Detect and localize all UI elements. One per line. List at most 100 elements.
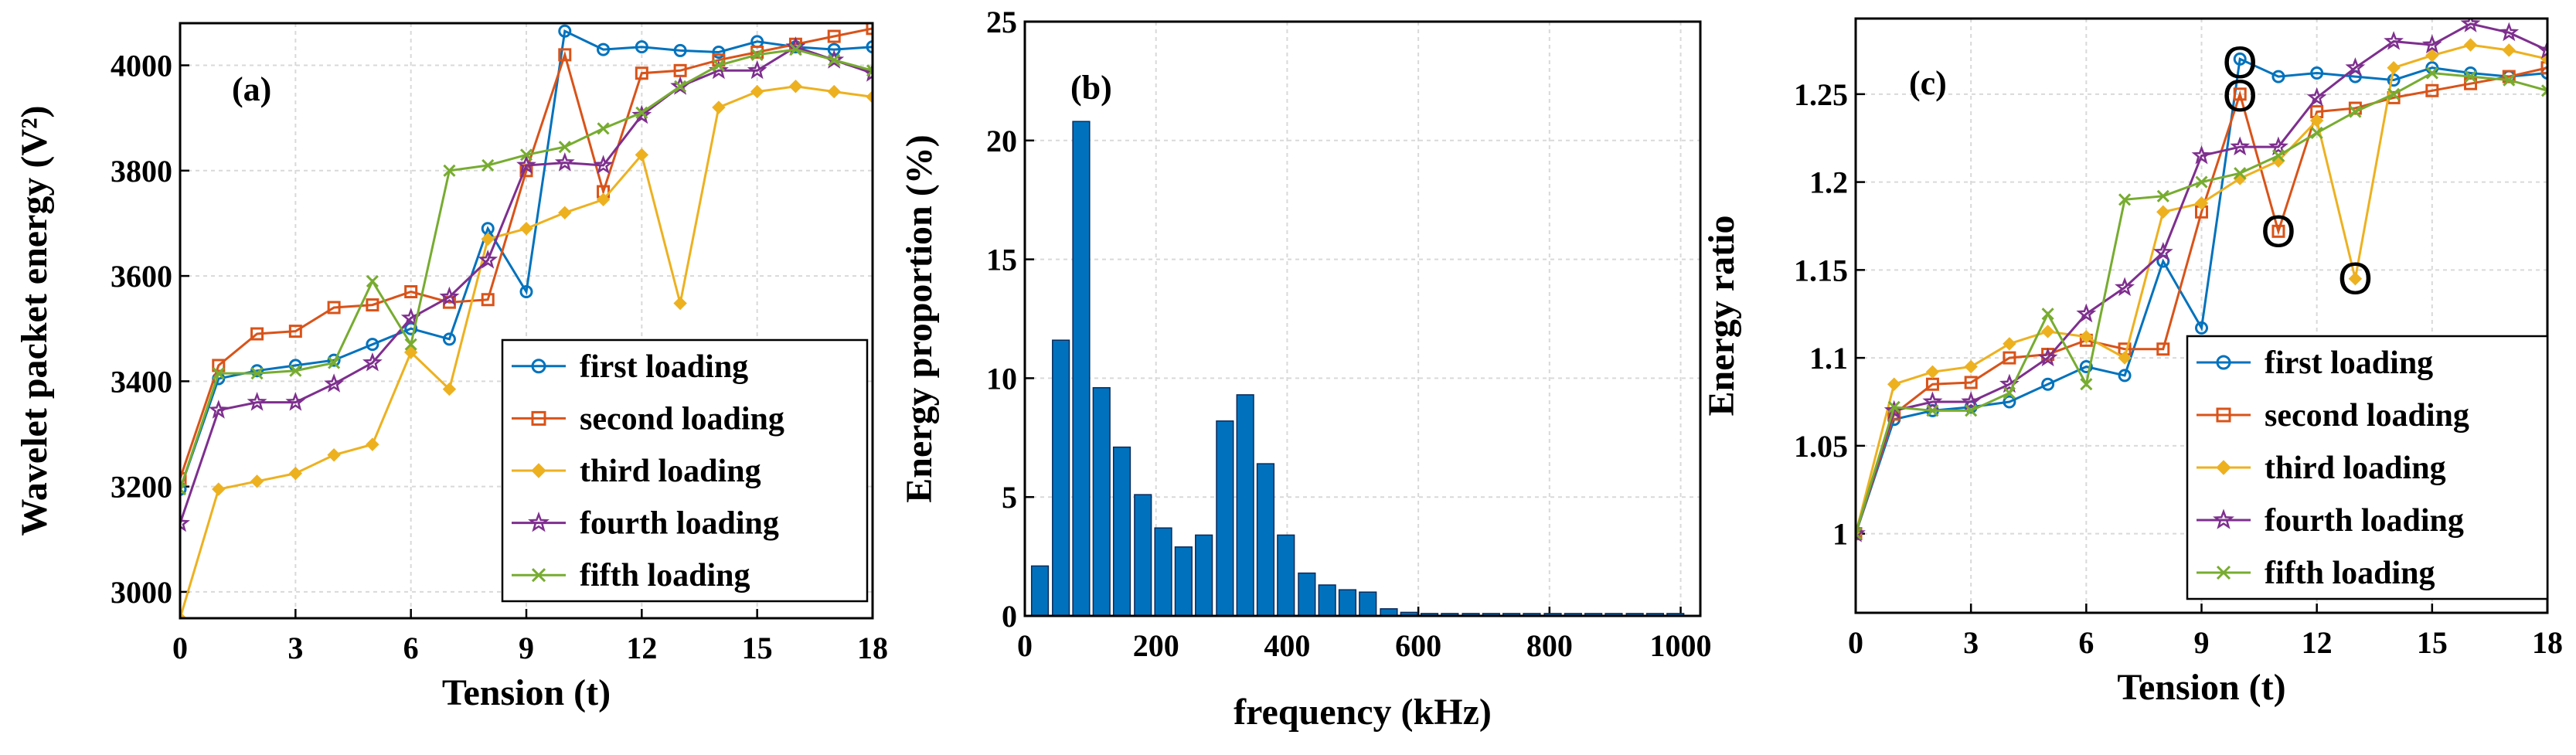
data-point bbox=[519, 222, 533, 236]
series-fifth-loading bbox=[1856, 66, 2547, 540]
data-point bbox=[866, 90, 873, 104]
data-point bbox=[747, 60, 767, 80]
data-point bbox=[673, 43, 687, 57]
data-point bbox=[866, 64, 873, 77]
bar bbox=[1092, 386, 1111, 617]
data-point bbox=[442, 332, 456, 346]
bar bbox=[1030, 565, 1050, 617]
series-line bbox=[180, 27, 873, 479]
y-tick-label: 25 bbox=[986, 5, 1017, 39]
data-point bbox=[250, 364, 264, 378]
data-point bbox=[481, 232, 495, 247]
data-point bbox=[2499, 22, 2520, 42]
x-tick-label: 12 bbox=[2302, 625, 2333, 660]
data-point bbox=[2191, 145, 2212, 165]
data-point bbox=[1964, 359, 1978, 374]
bar bbox=[1318, 584, 1336, 617]
data-point bbox=[1964, 376, 1978, 389]
data-point bbox=[596, 192, 611, 206]
data-point bbox=[208, 400, 229, 419]
y-tick-label: 1.1 bbox=[1809, 341, 1848, 376]
legend-label: third loading bbox=[580, 454, 761, 489]
data-point bbox=[2425, 83, 2439, 97]
data-point bbox=[250, 474, 264, 488]
data-point bbox=[403, 345, 418, 359]
legend-label: third loading bbox=[2265, 451, 2446, 486]
data-point bbox=[2076, 303, 2097, 323]
legend-item: fifth loading bbox=[512, 558, 750, 593]
data-point bbox=[635, 66, 648, 80]
bar bbox=[1277, 534, 1295, 617]
data-point bbox=[2079, 330, 2094, 344]
y-tick-label: 1 bbox=[1832, 517, 1848, 552]
data-point bbox=[289, 364, 302, 377]
data-point bbox=[180, 512, 190, 532]
y-tick-label: 1.2 bbox=[1809, 165, 1848, 200]
bar bbox=[1298, 572, 1316, 617]
series-fourth-loading bbox=[1856, 19, 2547, 542]
data-point bbox=[2306, 87, 2327, 107]
data-point bbox=[558, 206, 572, 220]
bar bbox=[1359, 591, 1377, 617]
plot-area bbox=[180, 23, 873, 618]
data-point bbox=[1925, 365, 1940, 379]
x-tick-label: 3 bbox=[1963, 625, 1979, 660]
bar bbox=[1195, 534, 1213, 617]
y-axis-label: Energy proportion (%) bbox=[899, 134, 940, 502]
data-point bbox=[558, 141, 571, 154]
legend-swatch-marker bbox=[531, 410, 546, 426]
plot-area bbox=[1856, 19, 2547, 542]
data-point bbox=[404, 338, 417, 351]
data-point bbox=[2425, 49, 2439, 63]
data-point bbox=[2233, 52, 2247, 66]
x-tick-label: 18 bbox=[857, 631, 888, 665]
bar bbox=[1154, 527, 1172, 617]
data-point bbox=[866, 40, 873, 54]
legend-item: third loading bbox=[2197, 451, 2446, 486]
x-tick-label: 9 bbox=[2194, 625, 2210, 660]
data-point bbox=[2118, 369, 2132, 383]
legend-swatch-marker bbox=[528, 511, 550, 532]
data-point bbox=[212, 367, 225, 380]
series-fifth-loading bbox=[180, 43, 873, 496]
data-point bbox=[247, 392, 267, 411]
panel-0: 0 3 6 9 12 15 18 3000 3200 3400 3600 3800 4000 (a) Ten… bbox=[14, 22, 888, 713]
data-point bbox=[2502, 43, 2516, 57]
x-axis-label: frequency (kHz) bbox=[1234, 692, 1492, 733]
data-point bbox=[2234, 167, 2247, 180]
data-point bbox=[2271, 224, 2285, 238]
annotation-circle-mark: O bbox=[2223, 38, 2258, 88]
x-tick-label: 15 bbox=[2417, 625, 2448, 660]
data-point bbox=[2195, 175, 2208, 189]
data-point bbox=[2040, 325, 2055, 338]
axes-frame bbox=[1023, 20, 1702, 617]
data-point bbox=[712, 45, 726, 59]
data-point bbox=[2271, 70, 2285, 83]
data-point bbox=[2310, 66, 2324, 80]
bar bbox=[1236, 394, 1254, 617]
data-point bbox=[2310, 126, 2323, 139]
data-point bbox=[180, 482, 187, 496]
x-tick-label: 600 bbox=[1395, 628, 1441, 663]
data-point bbox=[2156, 189, 2169, 202]
data-point bbox=[212, 359, 226, 372]
data-point bbox=[2345, 57, 2366, 77]
legend-label: second loading bbox=[580, 401, 784, 437]
panel-label: (c) bbox=[1909, 64, 1947, 102]
data-point bbox=[1887, 377, 1901, 391]
data-point bbox=[2195, 321, 2208, 335]
x-axis-label: Tension (t) bbox=[2117, 667, 2285, 708]
data-point bbox=[2464, 70, 2477, 83]
legend-item: fourth loading bbox=[2197, 503, 2464, 539]
data-point bbox=[362, 352, 383, 372]
legend: first loading second loading third loading… bbox=[2186, 335, 2549, 600]
data-point bbox=[750, 84, 764, 99]
legend-label: fifth loading bbox=[580, 558, 750, 593]
data-point bbox=[2079, 359, 2093, 373]
legend-item: first loading bbox=[512, 349, 748, 385]
legend: first loading second loading third loading… bbox=[501, 338, 869, 603]
legend-label: second loading bbox=[2265, 398, 2469, 434]
series-line bbox=[180, 29, 873, 490]
data-point bbox=[366, 274, 379, 287]
x-tick-label: 200 bbox=[1133, 628, 1179, 663]
